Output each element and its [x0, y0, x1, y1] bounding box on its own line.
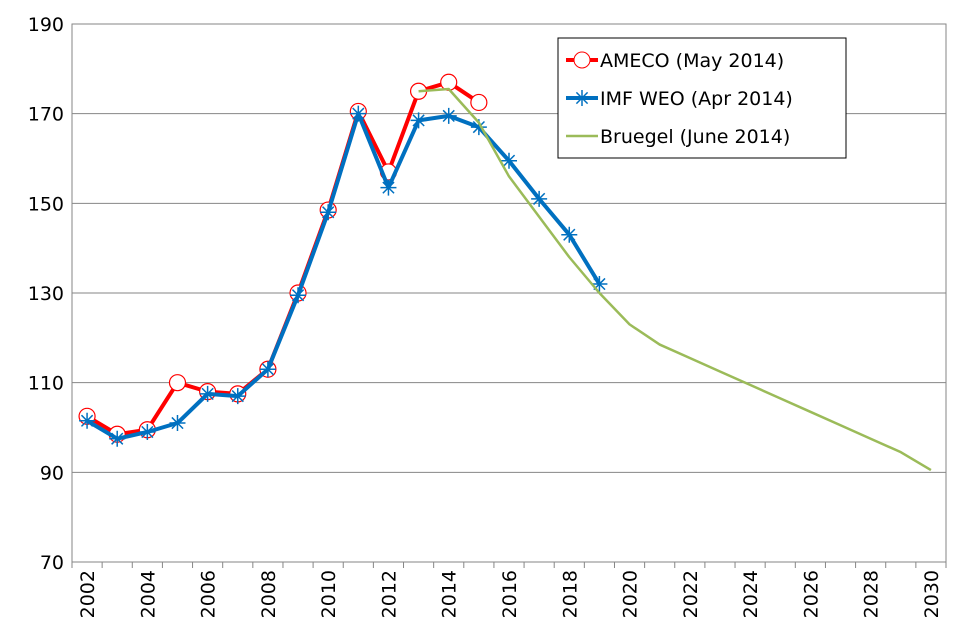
- y-tick-label: 170: [28, 104, 64, 126]
- marker: [410, 112, 427, 129]
- marker: [199, 385, 216, 402]
- marker: [79, 412, 96, 429]
- y-tick-label: 190: [28, 14, 64, 36]
- marker: [470, 119, 487, 136]
- marker: [501, 152, 517, 169]
- marker: [380, 179, 397, 196]
- series-line: [86, 80, 480, 437]
- x-tick-label: 2022: [680, 570, 702, 618]
- x-tick-label: 2008: [258, 570, 280, 618]
- y-tick-label: 70: [40, 552, 64, 574]
- marker: [109, 430, 126, 447]
- legend-box: [557, 37, 847, 159]
- x-tick-label: 2030: [921, 570, 943, 618]
- marker: [139, 423, 156, 440]
- x-tick-label: 2012: [378, 570, 400, 618]
- x-tick-label: 2002: [77, 570, 99, 618]
- marker: [591, 276, 608, 293]
- x-tick-label: 2024: [740, 570, 762, 618]
- legend-marker: [574, 90, 590, 106]
- x-tick-label: 2018: [559, 570, 581, 618]
- marker: [320, 204, 337, 221]
- x-tick-label: 2010: [318, 570, 340, 618]
- x-tick-label: 2014: [439, 570, 461, 618]
- marker: [440, 107, 457, 124]
- series-line: [418, 87, 932, 472]
- marker: [290, 287, 307, 304]
- x-tick-label: 2028: [861, 570, 883, 618]
- marker: [470, 93, 488, 112]
- legend-label: IMF WEO (Apr 2014): [600, 88, 793, 110]
- legend-label: Bruegel (June 2014): [600, 126, 790, 148]
- marker: [229, 388, 246, 405]
- x-tick-label: 2020: [620, 570, 642, 618]
- y-tick-label: 110: [28, 373, 64, 395]
- marker: [259, 361, 276, 378]
- x-tick-label: 2006: [198, 570, 220, 618]
- x-tick-label: 2004: [137, 570, 159, 618]
- marker: [168, 374, 187, 392]
- x-tick-label: 2016: [499, 570, 521, 618]
- marker: [169, 415, 186, 432]
- marker: [350, 105, 367, 122]
- y-tick-label: 150: [28, 193, 64, 215]
- legend-marker: [573, 51, 591, 69]
- marker: [561, 226, 578, 243]
- series-line: [86, 111, 602, 441]
- y-tick-label: 90: [40, 462, 64, 484]
- marker: [531, 190, 548, 207]
- x-tick-label: 2026: [800, 570, 822, 618]
- y-tick-label: 130: [28, 283, 64, 305]
- legend-label: AMECO (May 2014): [600, 50, 784, 72]
